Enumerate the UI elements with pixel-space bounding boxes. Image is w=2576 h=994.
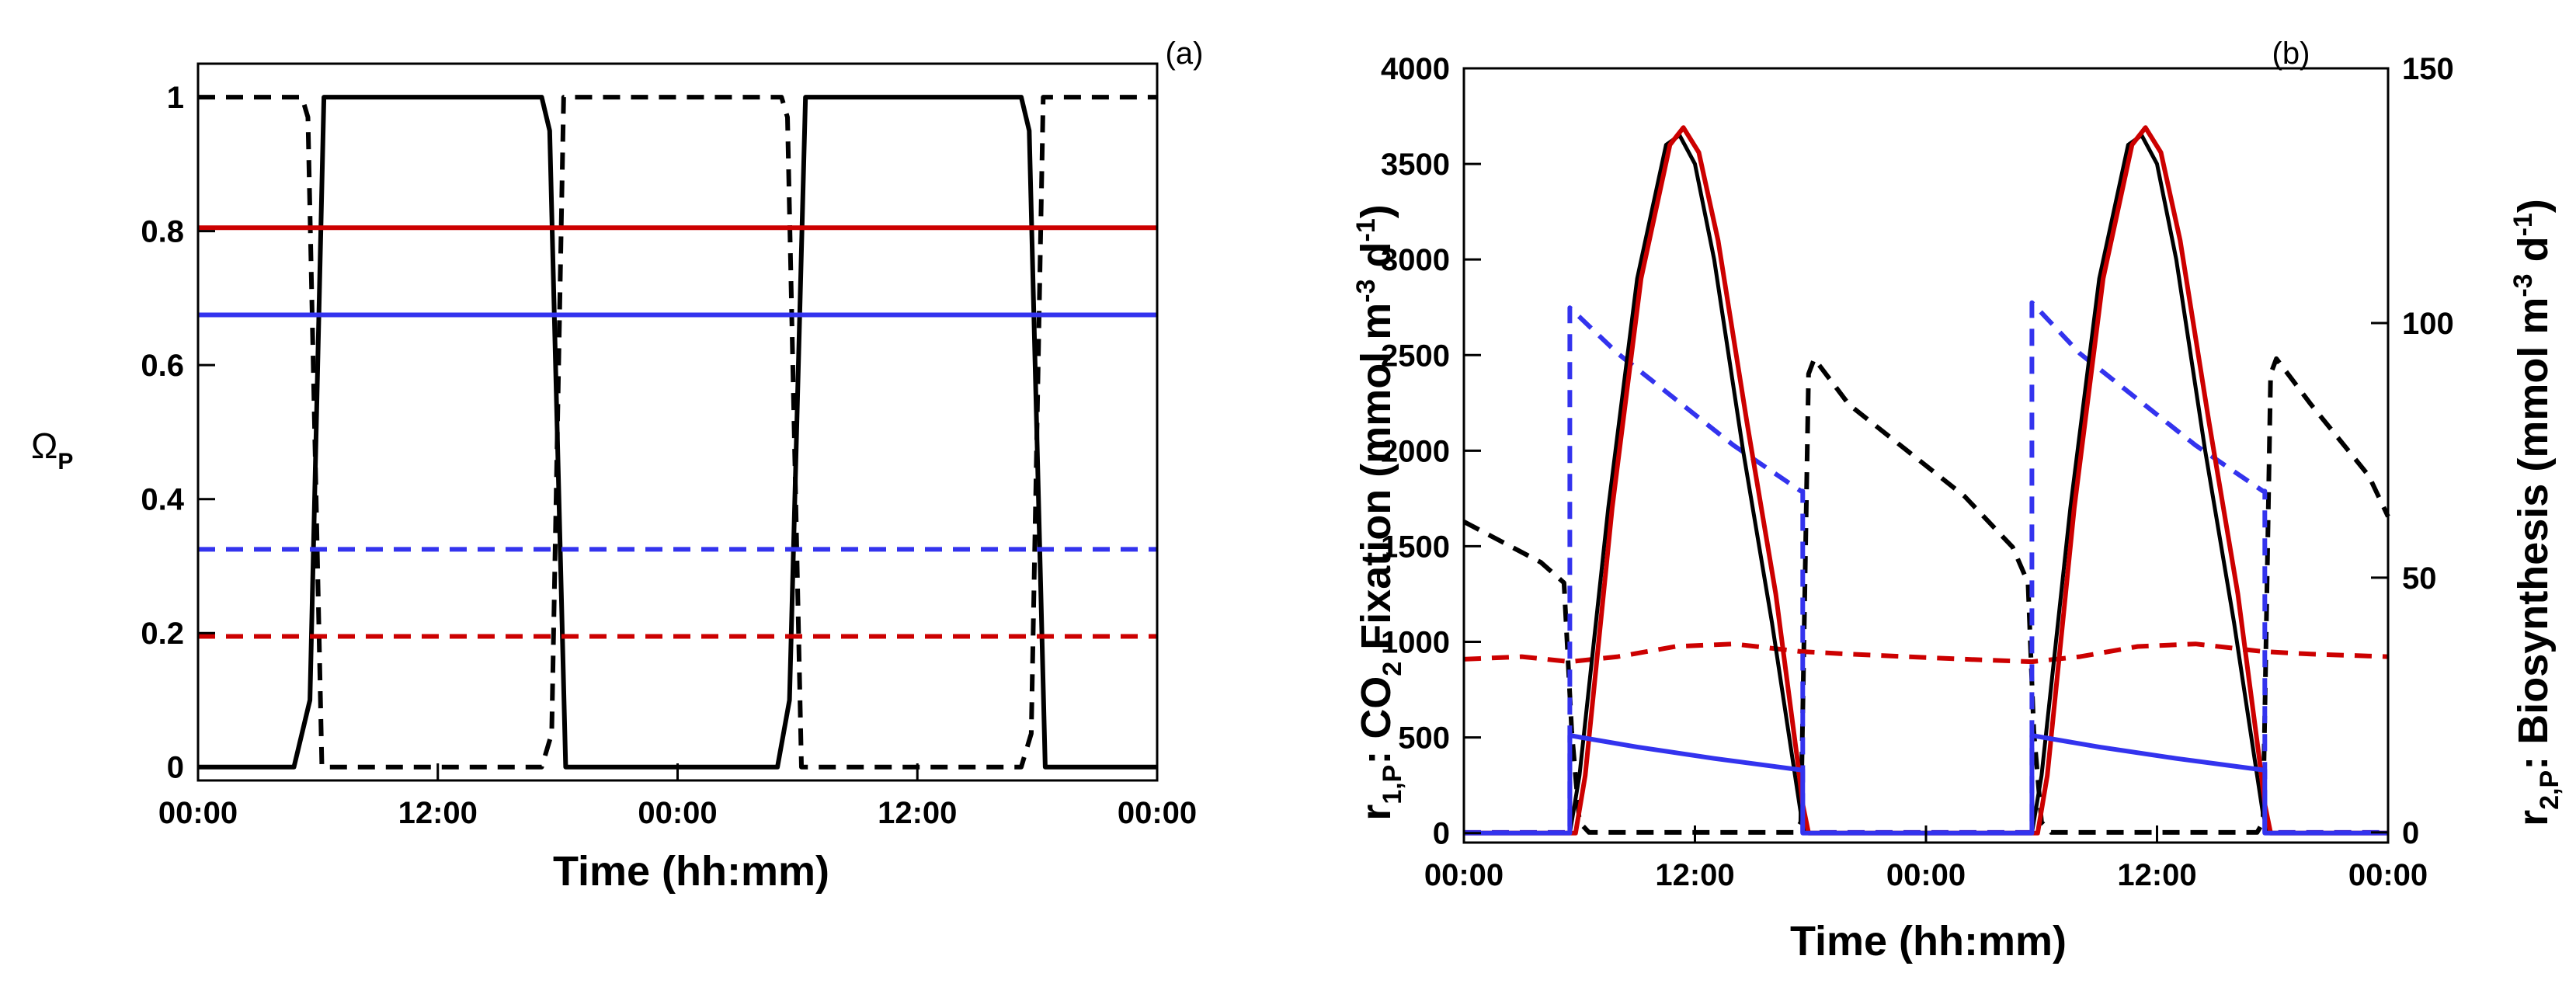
- panel-a-x-tick-label: 00:00: [158, 796, 238, 830]
- panel-b-series: [1462, 125, 2390, 836]
- panel-a-plot-border: [196, 62, 1159, 782]
- panel-b-right-y-tick-label: 50: [2402, 561, 2437, 596]
- panel-b-right-y-tick-label: 100: [2402, 307, 2454, 341]
- panel-a-x-tick-label: 00:00: [1118, 796, 1197, 830]
- panel-a-y-tick-label: 1: [167, 81, 184, 115]
- left-title-sub: 1,P: [1378, 765, 1407, 805]
- left-title-post: Fixation (mmol m: [1353, 303, 1399, 662]
- panel-b-left-y-tick-label: 2500: [1381, 339, 1450, 373]
- right-title-sup2: -1: [2508, 213, 2538, 236]
- panel-a-x-tick-label: 12:00: [398, 796, 478, 830]
- right-title-pre: r: [2510, 810, 2557, 826]
- panel-a-series: [198, 95, 1157, 770]
- panel-b-x-tick-label: 12:00: [1655, 858, 1734, 892]
- panel-a-axes-frame: [196, 62, 1159, 782]
- right-title-end: ): [2510, 199, 2557, 213]
- right-title-post: : Biosynthesis (mmol m: [2510, 297, 2557, 770]
- panel-a-line-black-solid: [198, 95, 1157, 770]
- left-title-end: ): [1353, 204, 1399, 218]
- panel-b-right-y-tick-label: 150: [2402, 52, 2454, 86]
- panel-b-x-tick-label: 00:00: [1886, 858, 1966, 892]
- left-title-pre: r: [1353, 805, 1399, 821]
- panel-b-left-y-tick-label: 0: [1433, 817, 1450, 851]
- panel-b-x-tick-label: 00:00: [1424, 858, 1504, 892]
- panel-b-left-y-tick-label: 1500: [1381, 530, 1450, 564]
- panel-a-line-black-dashed: [198, 95, 1157, 770]
- right-title-post2: d: [2510, 236, 2557, 273]
- panel-a-y-tick-label: 0.8: [141, 215, 184, 249]
- panel-b-x-axis-title: Time (hh:mm): [1790, 918, 2067, 964]
- panel-b-line-r2-black-dashed: [1462, 356, 2390, 835]
- panel-b: 00:00 12:00 00:00 12:00 00:00050010001500200…: [1351, 36, 2564, 964]
- panel-a-y-axis-title: ΩP: [31, 426, 73, 474]
- panel-a-tag: (a): [1166, 36, 1204, 71]
- left-title-sup2: -1: [1351, 218, 1381, 242]
- panel-b-left-y-tick-label: 3500: [1381, 148, 1450, 182]
- left-title-mid: : CO: [1353, 676, 1399, 765]
- panel-b-x-tick-label: 12:00: [2117, 858, 2196, 892]
- left-title-sub2: 2: [1378, 662, 1407, 676]
- panel-a-ticks: [196, 96, 1159, 780]
- panel-b-left-y-tick-label: 1000: [1381, 626, 1450, 660]
- panel-a-x-tick-label: 00:00: [638, 796, 717, 830]
- panel-a: 00:00 12:00 00:00 12:00 00:0000.20.40.60.81 …: [31, 36, 1203, 895]
- panel-a-y-tick-label: 0.6: [141, 349, 184, 383]
- panel-b-left-y-tick-label: 2000: [1381, 434, 1450, 468]
- panel-b-x-tick-label: 00:00: [2348, 858, 2428, 892]
- panel-a-x-axis-title: Time (hh:mm): [553, 848, 829, 895]
- panel-b-left-y-tick-label: 4000: [1381, 52, 1450, 86]
- panel-a-y-tick-label: 0.4: [141, 483, 184, 517]
- omega-symbol: Ω: [31, 426, 57, 466]
- panel-b-left-y-tick-label: 3000: [1381, 243, 1450, 277]
- right-title-sub: 2,P: [2535, 770, 2564, 810]
- panel-b-left-y-axis-title: r1,P: CO2 Fixation (mmol m-3 d-1): [1351, 204, 1407, 820]
- panel-a-y-tick-label: 0.2: [141, 617, 184, 651]
- left-title-sup: -3: [1351, 279, 1381, 302]
- panel-b-right-y-axis-title: r2,P: Biosynthesis (mmol m-3 d-1): [2508, 199, 2564, 826]
- panel-b-line-r2-red-dashed: [1463, 641, 2389, 665]
- panel-a-tick-labels: 00:00 12:00 00:00 12:00 00:00 0 0.2 0.4 0.6 0.8 1: [141, 81, 1197, 830]
- omega-subscript: P: [57, 449, 73, 474]
- panel-b-left-y-tick-label: 500: [1398, 721, 1450, 756]
- panel-b-line-r1-blue-solid: [1464, 733, 2388, 836]
- right-title-sup: -3: [2508, 273, 2538, 297]
- panel-b-right-y-tick-label: 0: [2402, 816, 2419, 850]
- panel-b-ticks: [1462, 67, 2390, 843]
- panel-a-x-tick-label: 12:00: [878, 796, 957, 830]
- panel-b-tag: (b): [2272, 36, 2310, 71]
- panel-b-tick-labels: 00:00 12:00 00:00 12:00 00:00050010001500200…: [1381, 52, 2454, 892]
- left-title-post2: d: [1353, 242, 1399, 279]
- panel-b-line-r1-black-solid: [1464, 133, 2388, 836]
- panel-a-y-tick-label: 0: [167, 751, 184, 785]
